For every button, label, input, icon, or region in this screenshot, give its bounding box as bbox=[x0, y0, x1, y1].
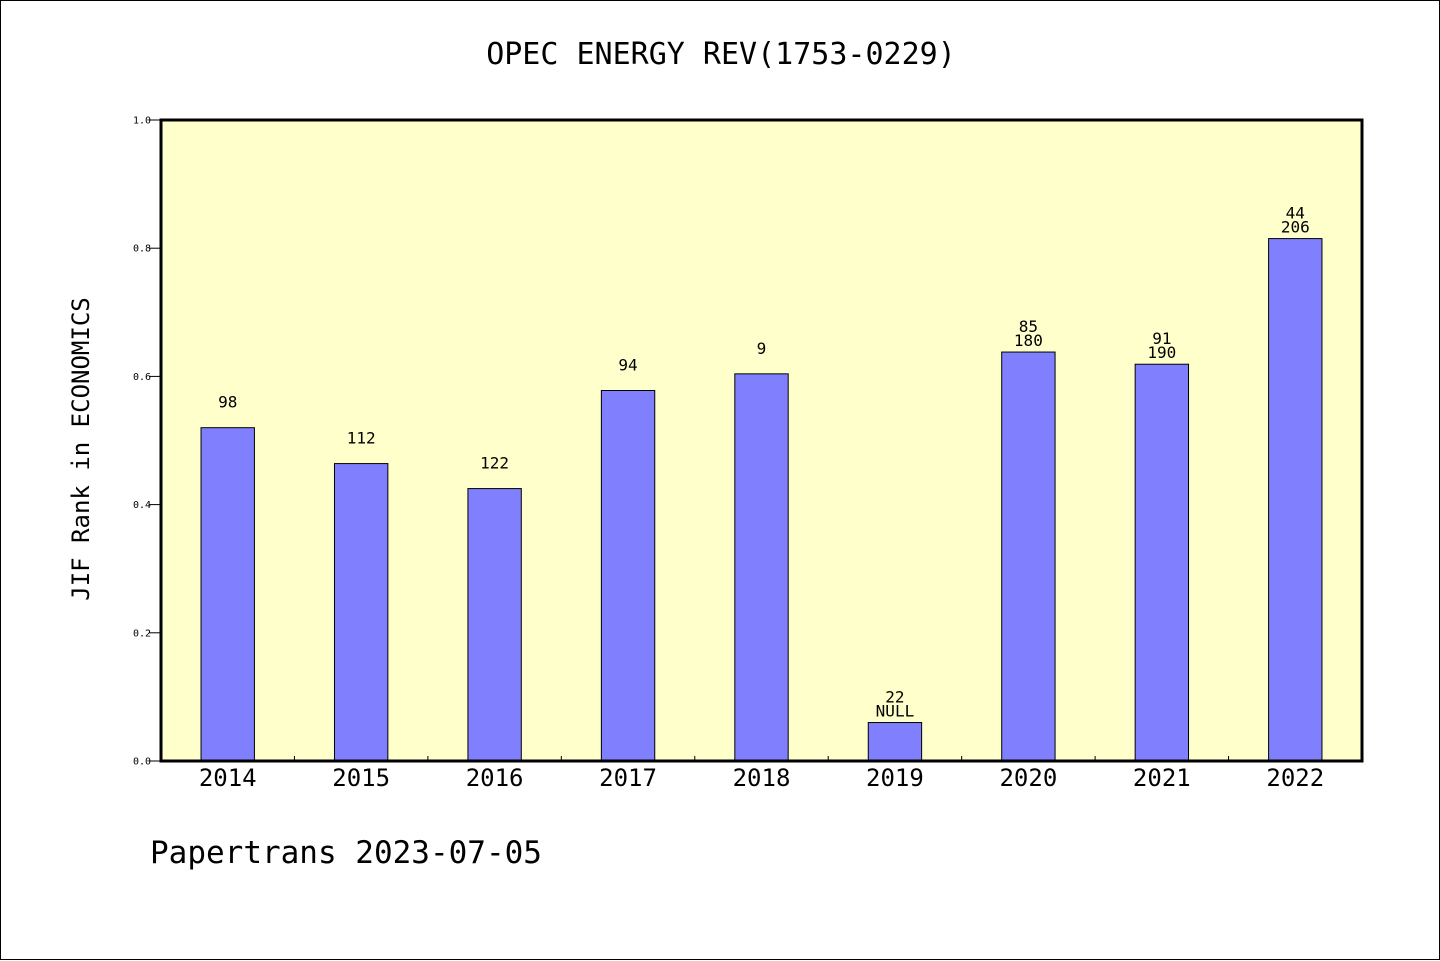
bar-value-label: 85 bbox=[1019, 317, 1038, 336]
bar-2017 bbox=[600, 390, 656, 762]
footer-note: Papertrans 2023-07-05 bbox=[150, 835, 542, 871]
x-tick-label: 2022 bbox=[1266, 764, 1324, 792]
bar-value-label: 94 bbox=[618, 356, 637, 375]
bar-value-label: 22 bbox=[885, 688, 904, 707]
bar-2014 bbox=[200, 427, 255, 762]
bar-value-label: NULL bbox=[876, 702, 915, 721]
bar-value-label: 206 bbox=[1281, 218, 1310, 237]
plot-frame bbox=[159, 118, 1364, 763]
x-tick-label: 2014 bbox=[199, 764, 257, 792]
x-tick-label: 2017 bbox=[599, 764, 657, 792]
y-tick-label: 0.6 bbox=[133, 372, 151, 383]
y-axis-title: JIF Rank in ECONOMICS bbox=[67, 297, 95, 600]
chart-title: OPEC ENERGY REV(1753-0229) bbox=[486, 37, 956, 72]
x-tick-label: 2015 bbox=[332, 764, 390, 792]
bar-2018 bbox=[734, 373, 789, 762]
x-tick-label: 2020 bbox=[999, 764, 1057, 792]
x-tick-label: 2021 bbox=[1133, 764, 1191, 792]
bar-2020 bbox=[1001, 351, 1056, 762]
y-tick-label: 0.2 bbox=[133, 628, 151, 639]
bar-2019 bbox=[867, 722, 923, 762]
bar-value-label: 122 bbox=[480, 454, 509, 473]
labels-layer: 0.0 0.2 0.4 0.6 0.8 1.0 2014 98 2015 112 2016 122 20… bbox=[133, 116, 1324, 793]
y-tick-label: 0.0 bbox=[133, 757, 151, 768]
ticks-layer bbox=[149, 119, 1230, 762]
x-tick-label: 2019 bbox=[866, 764, 924, 792]
bars-layer bbox=[200, 238, 1323, 762]
bar-2016 bbox=[467, 488, 522, 762]
bar-value-label: 44 bbox=[1286, 204, 1305, 223]
y-tick-label: 0.8 bbox=[133, 244, 151, 255]
y-tick-label: 1.0 bbox=[133, 116, 151, 127]
bar-2022 bbox=[1268, 238, 1323, 762]
x-tick-label: 2016 bbox=[466, 764, 524, 792]
bar-value-label: 98 bbox=[218, 393, 237, 412]
y-tick-label: 0.4 bbox=[133, 500, 151, 511]
bar-value-label: 180 bbox=[1014, 331, 1043, 350]
bar-value-label: 190 bbox=[1147, 343, 1176, 362]
bar-2021 bbox=[1134, 363, 1190, 762]
bar-value-label: 9 bbox=[757, 339, 767, 358]
x-tick-label: 2018 bbox=[733, 764, 791, 792]
bar-value-label: 91 bbox=[1152, 329, 1171, 348]
bar-2015 bbox=[333, 463, 389, 762]
bar-value-label: 112 bbox=[347, 429, 376, 448]
